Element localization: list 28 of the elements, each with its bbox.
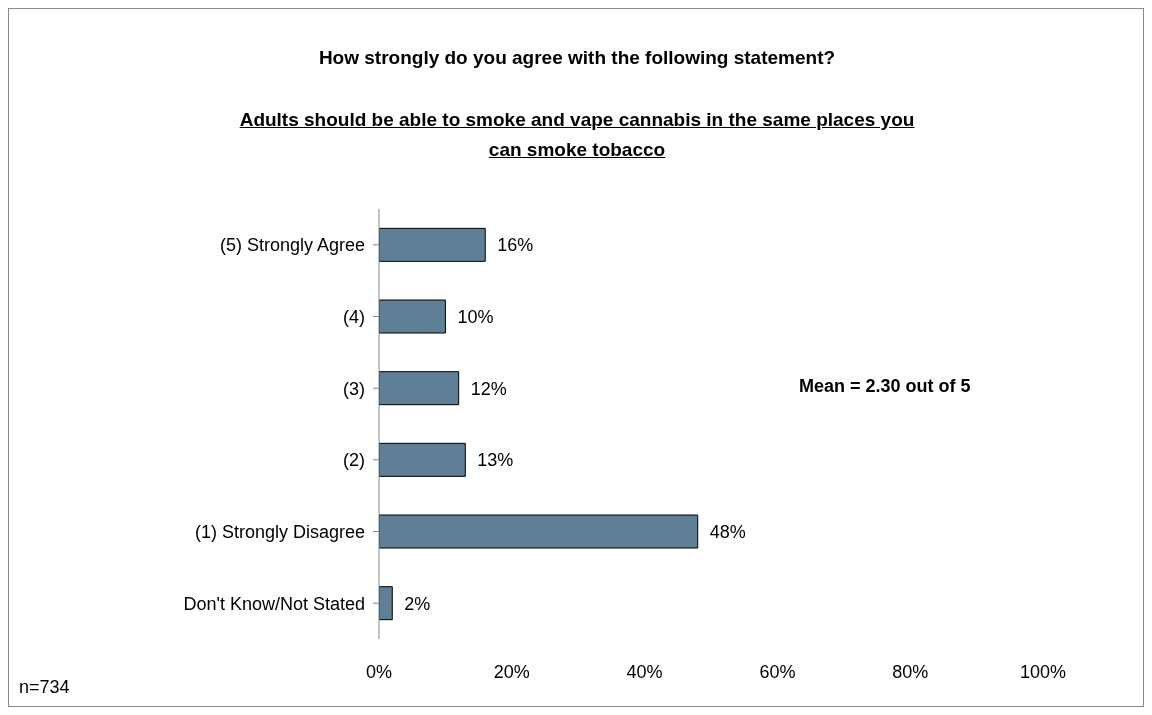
chart-title: How strongly do you agree with the following statement? (317, 47, 837, 69)
data-label: 10% (457, 306, 494, 327)
x-tick-label: 0% (365, 661, 393, 682)
bar (379, 299, 446, 334)
data-label: 48% (709, 521, 746, 542)
bar (379, 442, 466, 477)
y-tick-label: (5) Strongly Agree (219, 235, 365, 256)
data-label: 12% (470, 378, 507, 399)
chart-subtitle: Adults should be able to smoke and vape cannabis in the same places you can smoke tobacco (238, 108, 916, 162)
data-label: 2% (404, 593, 431, 614)
bar (379, 586, 393, 621)
bar (379, 227, 486, 262)
y-tick-label: (3) (343, 378, 365, 399)
data-label: 13% (477, 450, 514, 471)
x-tick-label: 40% (626, 661, 663, 682)
y-tick-label: Don't Know/Not Stated (183, 593, 365, 614)
text: n=734 (19, 677, 70, 698)
x-tick-label: 100% (1019, 661, 1067, 682)
x-tick-label: 60% (759, 661, 796, 682)
y-tick-label: (4) (343, 306, 365, 327)
bar (379, 514, 699, 549)
x-tick-label: 20% (493, 661, 530, 682)
x-tick-label: 80% (892, 661, 929, 682)
bar (379, 371, 460, 406)
annotation: Mean = 2.30 out of 5 (799, 376, 971, 397)
data-label: 16% (497, 235, 534, 256)
y-tick-label: (1) Strongly Disagree (194, 521, 365, 542)
y-tick-label: (2) (343, 450, 365, 471)
